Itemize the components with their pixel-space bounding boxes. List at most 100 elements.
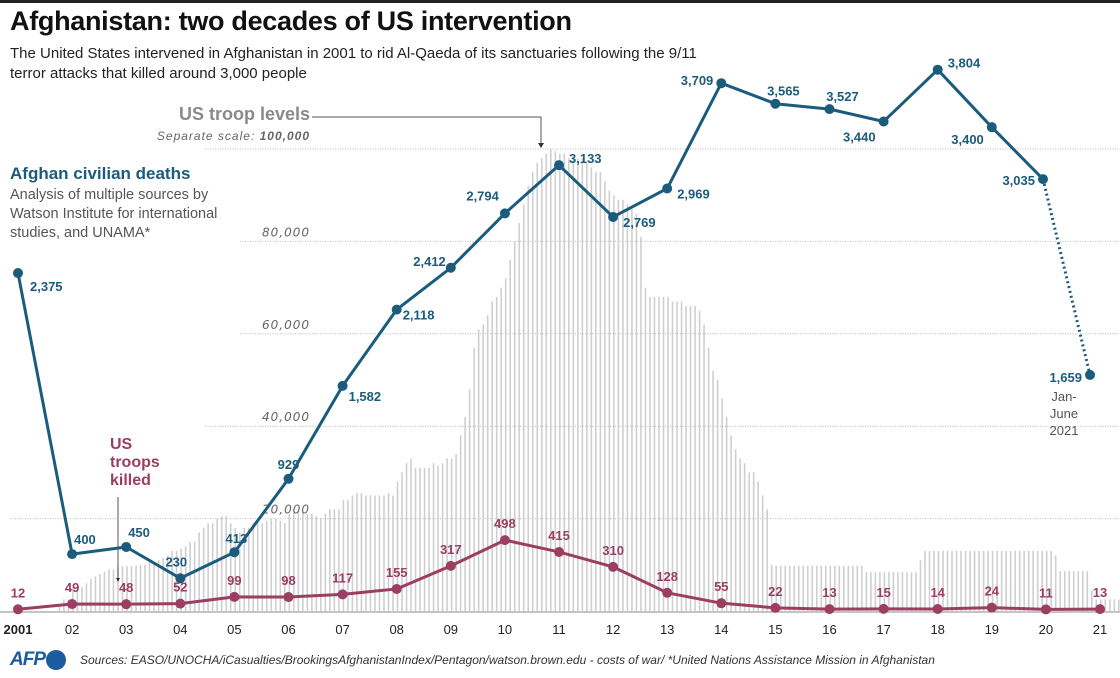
- troops-killed-point: [716, 598, 727, 609]
- troop-level-bar: [928, 550, 931, 611]
- troop-level-bar: [482, 324, 484, 611]
- troop-level-bar: [617, 199, 620, 611]
- civilian-deaths-label: 3,035: [1002, 173, 1035, 188]
- troop-level-bar: [784, 565, 787, 611]
- troop-level-bar: [748, 472, 750, 611]
- troops-killed-label: 13: [822, 585, 836, 600]
- civilian-deaths-point: [662, 183, 673, 194]
- troop-level-bar: [437, 465, 439, 611]
- page-title: Afghanistan: two decades of US intervent…: [10, 6, 572, 36]
- troops-killed-label: 48: [119, 580, 133, 595]
- troop-level-bar: [293, 509, 295, 611]
- troop-level-bar: [486, 315, 489, 611]
- civilian-deaths-label: 230: [165, 554, 187, 569]
- troops-killed-label: 52: [173, 580, 187, 595]
- civilian-deaths-label: Afghan civilian deaths: [10, 164, 191, 183]
- troop-level-bar: [649, 296, 651, 611]
- troop-level-bar: [752, 472, 755, 611]
- troop-tick-label: 20,000: [262, 503, 310, 517]
- x-tick-label: 20: [1039, 622, 1053, 637]
- troop-level-bar: [991, 550, 994, 611]
- troop-level-bar: [590, 167, 593, 612]
- civilian-deaths-label: 2,769: [623, 215, 656, 230]
- civilian-deaths-point: [67, 549, 78, 560]
- troop-level-bar: [793, 565, 796, 611]
- troop-level-bar: [1109, 599, 1111, 611]
- troops-killed-label: 415: [548, 528, 570, 543]
- civilian-deaths-label: 2,794: [466, 188, 499, 203]
- troop-level-bar: [761, 495, 764, 611]
- troops-killed-point: [1040, 604, 1051, 615]
- troop-level-bar: [1014, 550, 1016, 611]
- troop-level-bar: [892, 572, 895, 611]
- troops-killed-label: 317: [440, 542, 462, 557]
- troop-level-bar: [401, 472, 403, 611]
- troop-level-bar: [477, 329, 480, 611]
- troop-level-bar: [85, 583, 88, 611]
- troop-level-bar: [414, 467, 417, 611]
- troop-level-bar: [378, 495, 381, 611]
- troop-level-bar: [103, 571, 106, 611]
- troop-level-bar: [779, 565, 782, 611]
- civilian-deaths-label: 2,118: [403, 308, 435, 323]
- troops-killed-label: 15: [876, 585, 890, 600]
- civilian-deaths-point: [824, 104, 835, 115]
- troop-level-bar: [126, 566, 128, 611]
- x-tick-label: 15: [768, 622, 782, 637]
- troop-level-bar: [852, 565, 854, 611]
- troop-level-bar: [559, 153, 561, 611]
- troop-level-bar: [342, 500, 345, 611]
- troop-levels-leader-line: [312, 116, 542, 146]
- troop-level-bar: [229, 523, 232, 611]
- troop-level-bar: [1041, 550, 1043, 611]
- troop-level-bar: [906, 572, 908, 611]
- troops-killed-label: 24: [985, 584, 1000, 599]
- troop-level-bar: [874, 572, 877, 611]
- troop-level-bar: [1104, 599, 1107, 611]
- troop-level-bar: [1059, 571, 1062, 611]
- civilian-deaths-point: [13, 268, 23, 279]
- troop-level-bar: [1118, 599, 1120, 611]
- troop-level-bar: [586, 162, 588, 612]
- troops-killed-point: [824, 604, 835, 615]
- troop-level-bar: [1068, 571, 1071, 611]
- troops-killed-point: [283, 592, 294, 603]
- troop-level-bar: [522, 204, 525, 611]
- troop-level-bar: [694, 306, 696, 611]
- troop-level-bar: [910, 572, 913, 611]
- troop-level-bar: [130, 566, 133, 611]
- top-rule: [0, 0, 1120, 3]
- troop-level-bar: [1036, 550, 1039, 611]
- troop-level-bar: [274, 518, 277, 611]
- troop-level-bar: [658, 296, 660, 611]
- troop-tick-label: 40,000: [262, 410, 310, 424]
- troop-level-bar: [743, 463, 746, 611]
- troop-level-bar: [288, 513, 291, 611]
- civilian-deaths-point: [283, 473, 294, 484]
- troop-level-bar: [387, 493, 390, 611]
- afp-logo-dot: [46, 650, 66, 670]
- troop-level-bar: [166, 555, 169, 611]
- troop-level-bar: [824, 565, 827, 611]
- troop-level-bar: [500, 287, 502, 611]
- x-tick-label: 06: [281, 622, 295, 637]
- troop-level-bar: [897, 572, 899, 611]
- troop-level-bar: [1113, 599, 1116, 611]
- troop-level-bar: [973, 550, 976, 611]
- x-tick-label: 2001: [4, 622, 33, 637]
- x-tick-label: 03: [119, 622, 133, 637]
- troops-killed-point: [337, 589, 348, 600]
- troop-level-bar: [184, 546, 187, 611]
- troop-level-bar: [446, 458, 448, 611]
- troop-level-bar: [568, 158, 570, 612]
- troop-level-bar: [347, 500, 349, 611]
- troop-level-bar: [662, 296, 665, 611]
- civilian-deaths-label: 1,582: [349, 389, 382, 404]
- troop-level-bar: [1063, 571, 1066, 611]
- troop-level-bar: [969, 550, 971, 611]
- troop-level-bar: [513, 241, 516, 611]
- troop-level-bar: [901, 572, 904, 611]
- troop-level-bar: [806, 565, 809, 611]
- troops-killed-point: [67, 599, 78, 610]
- troop-level-bar: [721, 398, 723, 611]
